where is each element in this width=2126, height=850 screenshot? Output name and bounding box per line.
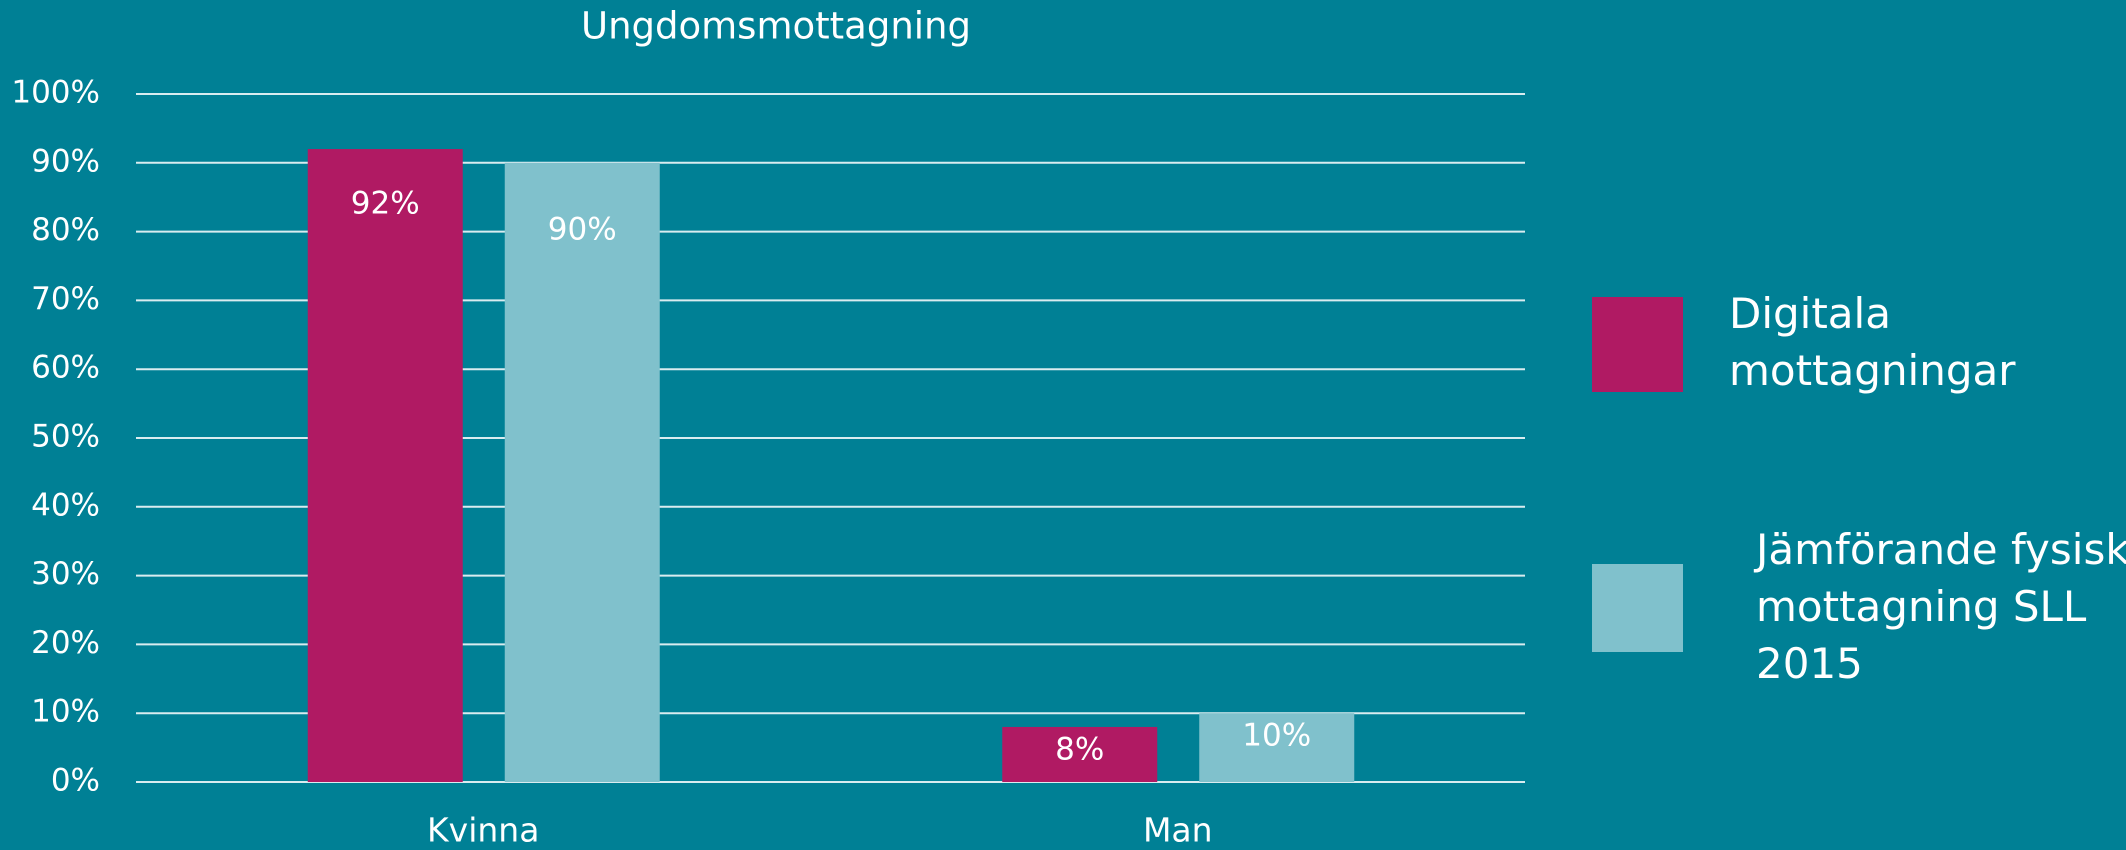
y-tick-label: 50% bbox=[31, 419, 100, 455]
y-tick-label: 80% bbox=[31, 212, 100, 248]
legend-swatch bbox=[1592, 564, 1683, 652]
bar bbox=[307, 149, 463, 783]
legend-label: Digitala mottagningar bbox=[1729, 289, 2016, 395]
y-tick-label: 100% bbox=[11, 75, 100, 111]
y-tick-label: 40% bbox=[31, 487, 100, 523]
value-label: 8% bbox=[1055, 731, 1104, 767]
x-tick-label: Kvinna bbox=[427, 811, 539, 850]
chart-title: Ungdomsmottagning bbox=[581, 5, 971, 48]
bar bbox=[1199, 713, 1355, 782]
bar bbox=[504, 162, 660, 783]
legend-label: Jämförande fysisk mottagning SLL 2015 bbox=[1753, 525, 2126, 688]
y-tick-label: 20% bbox=[31, 625, 100, 661]
y-tick-label: 10% bbox=[31, 694, 100, 730]
value-label: 90% bbox=[548, 211, 617, 247]
y-tick-label: 70% bbox=[31, 281, 100, 317]
value-label: 10% bbox=[1242, 718, 1311, 754]
y-tick-label: 60% bbox=[31, 350, 100, 386]
bar bbox=[1002, 726, 1158, 782]
y-tick-label: 30% bbox=[31, 556, 100, 592]
x-tick-label: Man bbox=[1143, 811, 1213, 850]
value-label: 92% bbox=[351, 186, 420, 222]
y-tick-label: 90% bbox=[31, 143, 100, 179]
y-tick-label: 0% bbox=[51, 763, 100, 799]
legend-swatch bbox=[1592, 297, 1683, 392]
